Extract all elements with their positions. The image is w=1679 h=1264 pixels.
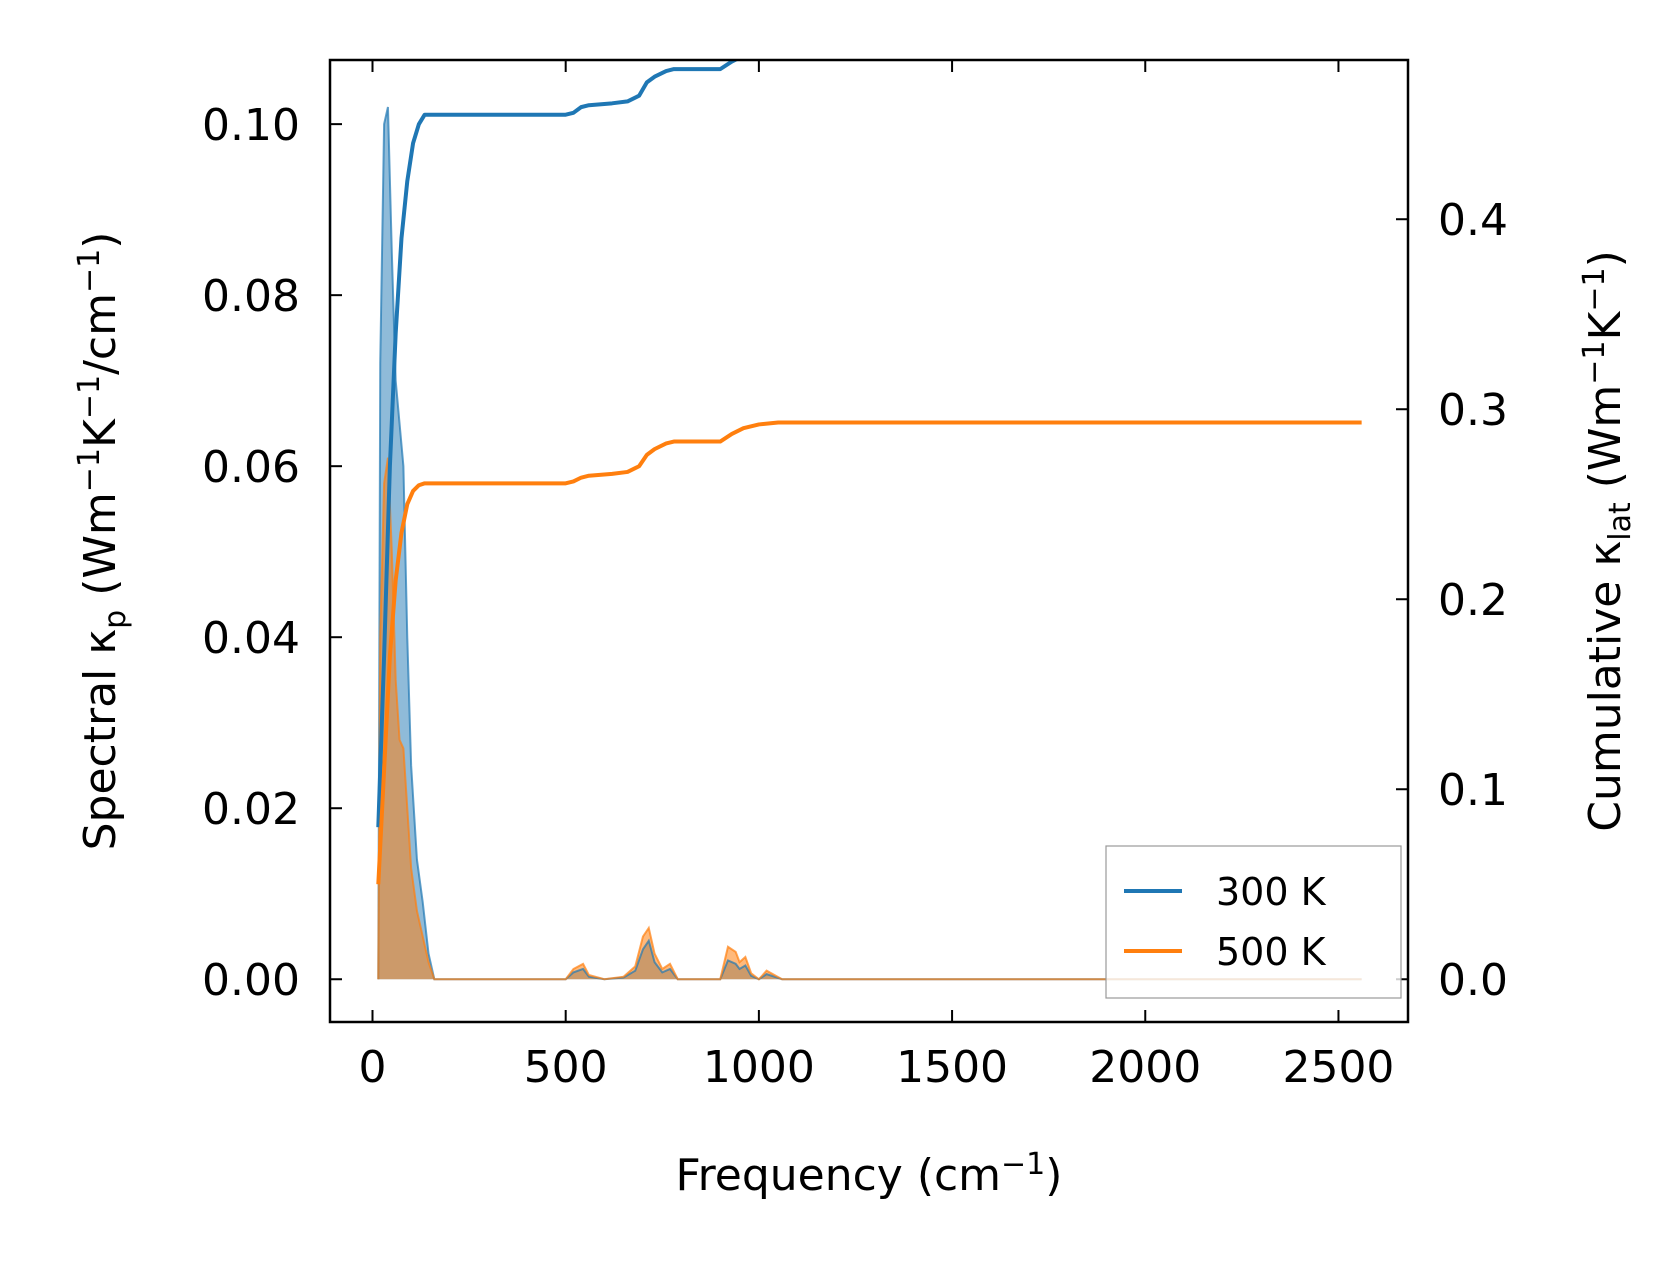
x-tick-label: 500 [524, 1042, 608, 1093]
y-right-tick-label: 0.0 [1438, 955, 1508, 1006]
legend: 300 K 500 K [1105, 845, 1402, 999]
cumulative-line-500k [376, 420, 1362, 885]
y-right-tick-label: 0.4 [1438, 195, 1508, 246]
plot-area [376, 60, 1362, 981]
y-left-tick-label: 0.04 [202, 613, 300, 664]
x-tick-label: 2500 [1282, 1042, 1394, 1093]
x-tick-label: 1500 [896, 1042, 1008, 1093]
y-left-tick-label: 0.00 [202, 955, 300, 1006]
y-axis-right-label: Cumulative κlat (Wm−1K−1) [1577, 250, 1638, 832]
x-tick-label: 1000 [703, 1042, 815, 1093]
y-right-tick-label: 0.1 [1438, 765, 1508, 816]
axis-ticks: 0 500 1000 1500 2000 2500 0.00 0.02 0.04 0.06 0.08… [202, 60, 1508, 1093]
spectral-line-500k [377, 457, 1362, 981]
y-left-tick-label: 0.02 [202, 784, 300, 835]
y-left-tick-label: 0.06 [202, 442, 300, 493]
y-left-tick-label: 0.10 [202, 100, 300, 151]
y-right-tick-label: 0.2 [1438, 575, 1508, 626]
x-tick-label: 0 [359, 1042, 387, 1093]
y-left-tick-label: 0.08 [202, 271, 300, 322]
y-axis-left-label: Spectral κp (Wm−1K−1/cm−1) [72, 232, 133, 851]
x-axis-label: Frequency (cm−1) [676, 1147, 1063, 1201]
cumulative-line-300k [376, 60, 740, 828]
legend-label-300k: 300 K [1216, 870, 1327, 914]
x-tick-label: 2000 [1089, 1042, 1201, 1093]
plot-frame [328, 58, 1410, 1024]
legend-box [1105, 845, 1402, 999]
legend-label-500k: 500 K [1216, 930, 1327, 974]
y-right-tick-label: 0.3 [1438, 385, 1508, 436]
